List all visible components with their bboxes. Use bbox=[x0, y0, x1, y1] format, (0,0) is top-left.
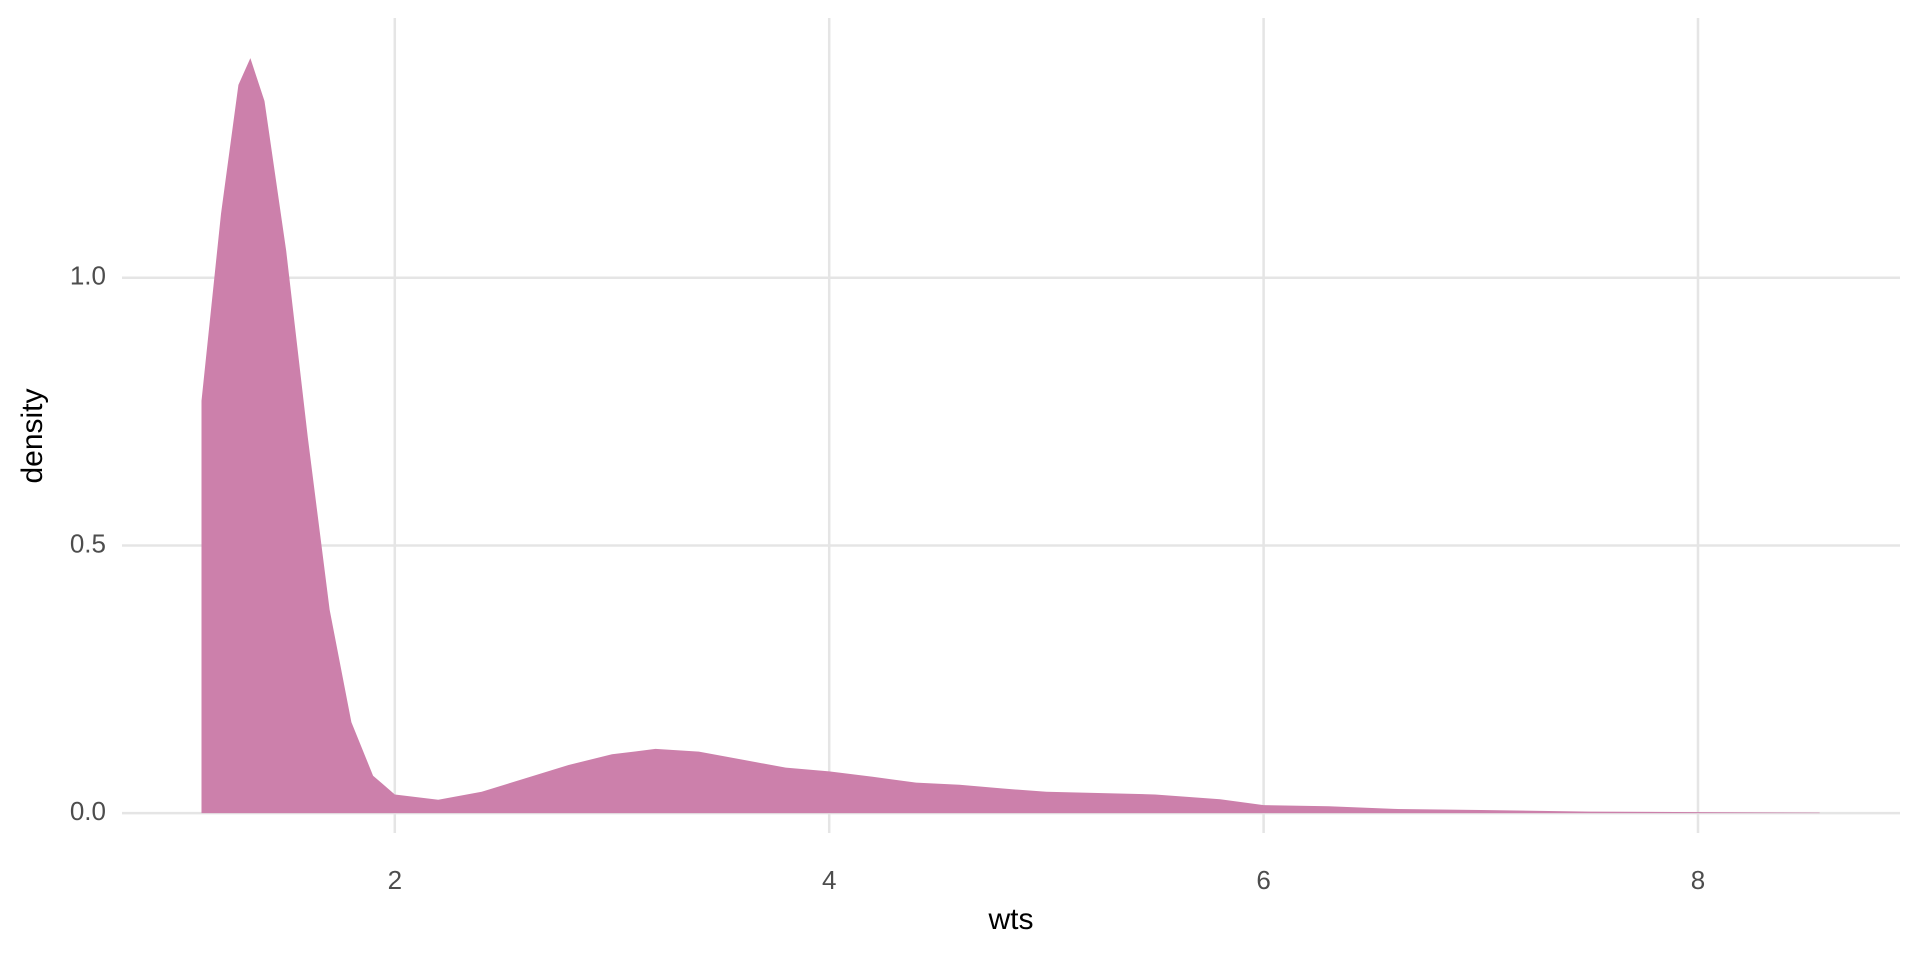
y-tick-label: 1.0 bbox=[70, 261, 106, 291]
x-tick-label: 2 bbox=[388, 865, 402, 895]
y-axis-title: density bbox=[16, 388, 49, 483]
x-axis-title: wts bbox=[988, 903, 1034, 936]
y-tick-label: 0.0 bbox=[70, 796, 106, 826]
x-tick-label: 6 bbox=[1256, 865, 1270, 895]
x-tick-label: 4 bbox=[822, 865, 836, 895]
x-tick-label: 8 bbox=[1691, 865, 1705, 895]
y-tick-label: 0.5 bbox=[70, 528, 106, 558]
density-area bbox=[201, 58, 1820, 814]
